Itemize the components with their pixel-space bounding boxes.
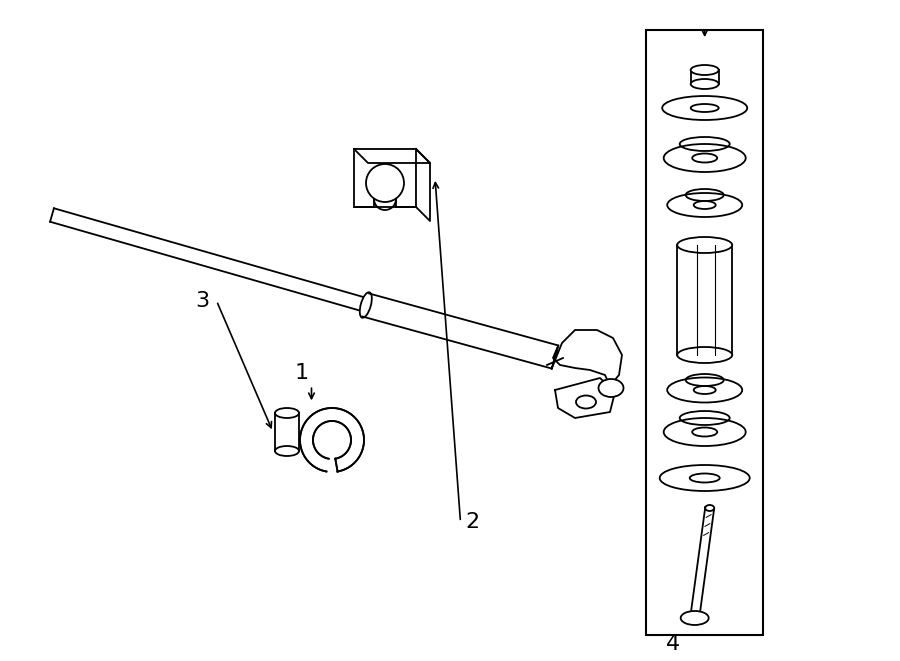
Bar [275, 413, 299, 451]
Bar [354, 149, 416, 207]
Ellipse shape [360, 292, 372, 318]
Ellipse shape [662, 96, 747, 120]
Text: 3: 3 [195, 291, 210, 311]
Ellipse shape [690, 79, 719, 89]
Ellipse shape [667, 377, 742, 403]
Ellipse shape [598, 379, 624, 397]
Ellipse shape [694, 201, 716, 209]
Bar [690, 70, 719, 84]
Polygon shape [690, 508, 715, 619]
Ellipse shape [692, 153, 717, 163]
Ellipse shape [690, 104, 719, 112]
Polygon shape [354, 149, 430, 163]
Text: 2: 2 [465, 512, 480, 532]
Ellipse shape [680, 611, 708, 625]
Ellipse shape [692, 428, 717, 436]
Ellipse shape [689, 473, 720, 483]
Ellipse shape [275, 446, 299, 456]
Ellipse shape [706, 505, 715, 511]
Text: 4: 4 [666, 635, 680, 654]
Ellipse shape [663, 418, 746, 446]
Bar [646, 30, 763, 635]
Polygon shape [300, 408, 364, 471]
Ellipse shape [690, 65, 719, 75]
Ellipse shape [667, 193, 742, 217]
Ellipse shape [677, 237, 733, 253]
Bar [677, 245, 733, 355]
Polygon shape [555, 378, 615, 418]
Ellipse shape [677, 347, 733, 363]
Text: 1: 1 [294, 364, 309, 383]
Ellipse shape [660, 465, 750, 491]
Ellipse shape [694, 386, 716, 394]
Polygon shape [416, 149, 430, 221]
Ellipse shape [576, 395, 596, 408]
Polygon shape [552, 330, 622, 388]
Ellipse shape [663, 144, 746, 172]
Ellipse shape [275, 408, 299, 418]
Ellipse shape [366, 164, 404, 202]
